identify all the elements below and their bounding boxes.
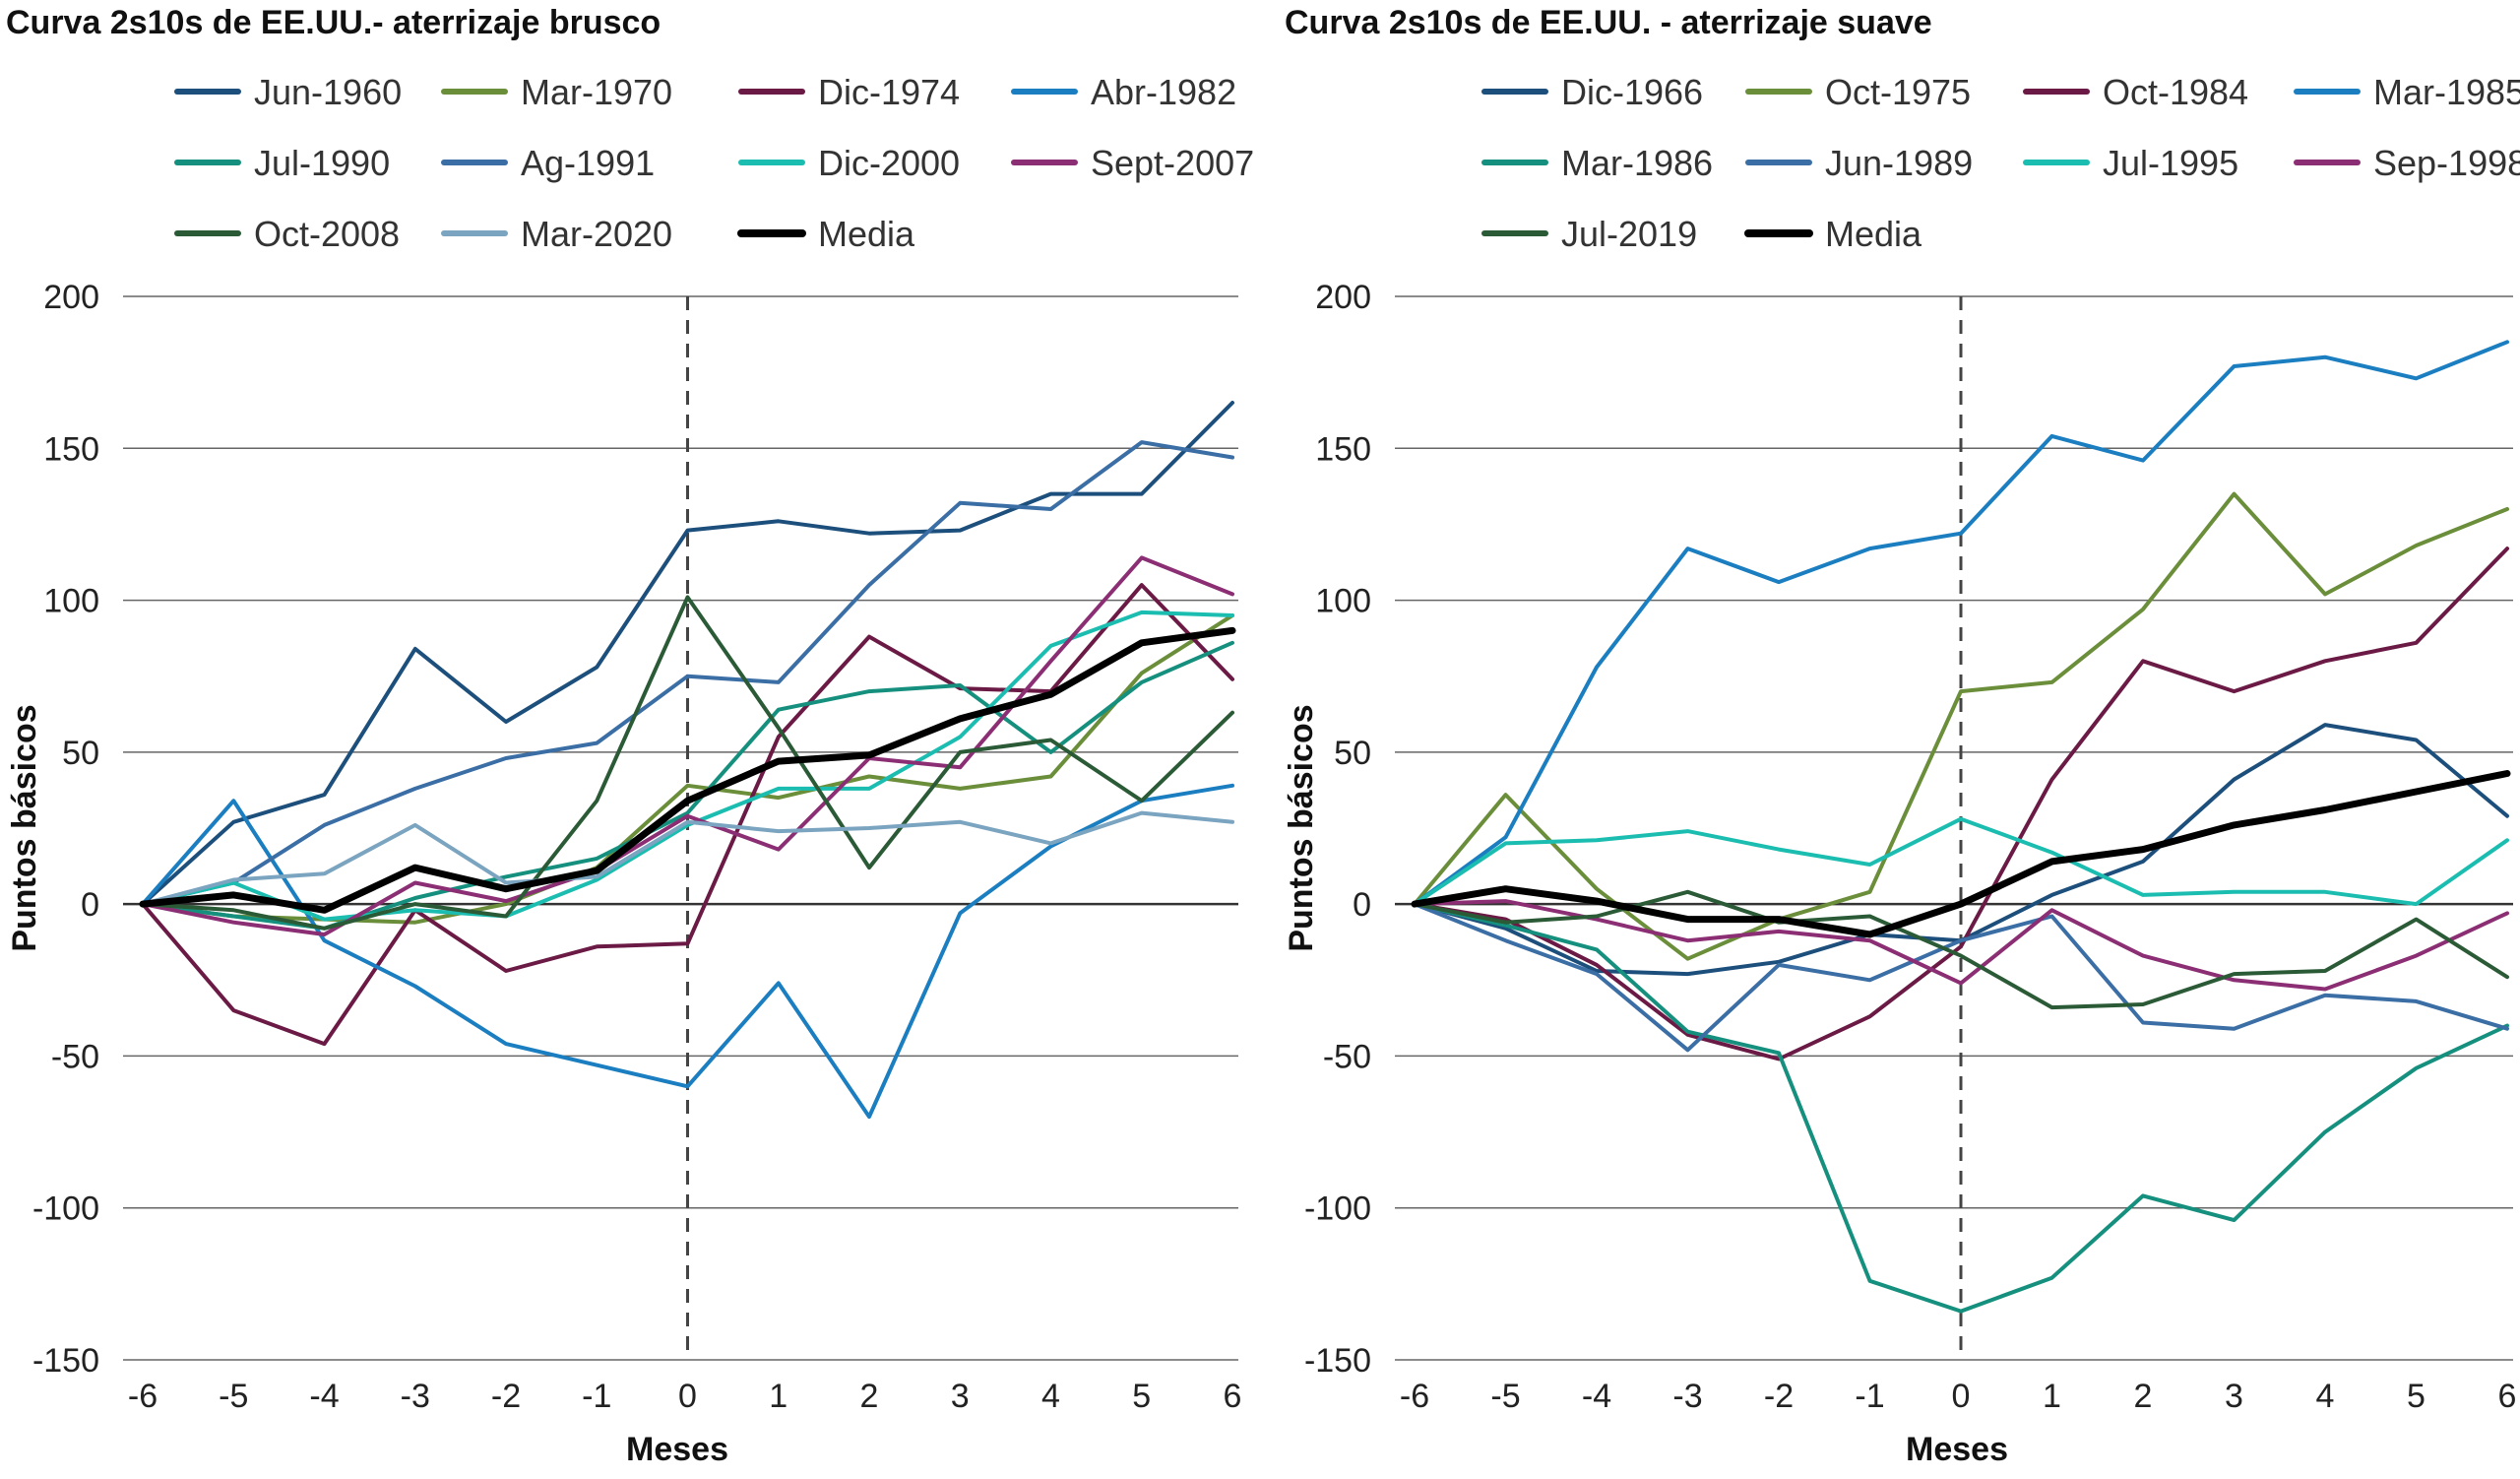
- series-line-ag-1991: [141, 440, 1234, 907]
- series-line-mar-2020: [141, 810, 1234, 907]
- y-tick-label: 50: [62, 735, 99, 772]
- legend-label-ag-1991: Ag-1991: [521, 143, 655, 183]
- gridlines: [1395, 295, 2513, 1361]
- legend-label-media: Media: [818, 214, 915, 254]
- legend-label-jun-1960: Jun-1960: [254, 72, 402, 112]
- x-tick-label: 2: [2134, 1378, 2153, 1415]
- series-line-jul-2019: [1413, 889, 2509, 1010]
- x-tick-label: -5: [219, 1378, 248, 1415]
- legend: Dic-1966 Oct-1975 Oct-1984 Mar-1985 Mar-1986…: [1481, 72, 2520, 254]
- series-line-jun-1989: [1413, 902, 2509, 1053]
- legend-label-oct-1975: Oct-1975: [1825, 72, 1971, 112]
- x-tick-label: -6: [1400, 1378, 1429, 1415]
- legend-label-mar-2020: Mar-2020: [521, 214, 672, 254]
- y-tick-label: -100: [32, 1190, 99, 1228]
- y-axis-title: Puntos básicos: [6, 704, 43, 951]
- panel-hard-landing: Curva 2s10s de EE.UU.- aterrizaje brusco…: [6, 4, 1254, 1468]
- legend-label-jul-1990: Jul-1990: [254, 143, 390, 183]
- y-tick-label: 50: [1334, 735, 1371, 772]
- x-tick-label: 2: [860, 1378, 879, 1415]
- x-tick-label: 0: [1952, 1378, 1971, 1415]
- legend-label-abr-1982: Abr-1982: [1091, 72, 1236, 112]
- series-lines: [139, 401, 1236, 1120]
- y-tick-label: 0: [1353, 886, 1371, 924]
- series-line-sep-1998: [1413, 899, 2509, 992]
- series-line-jun-1960: [141, 401, 1234, 907]
- x-tick-label: -2: [491, 1378, 521, 1415]
- y-tick-label: 100: [43, 583, 99, 620]
- series-line-media: [139, 626, 1236, 914]
- x-tick-label: 6: [2498, 1378, 2517, 1415]
- y-tick-label: -150: [32, 1342, 99, 1380]
- x-tick-label: 3: [2225, 1378, 2243, 1415]
- y-tick-label: -150: [1304, 1342, 1371, 1380]
- series-line-sept-2007: [141, 555, 1234, 936]
- x-tick-label: 4: [1041, 1378, 1060, 1415]
- series-line-dic-2000: [141, 610, 1234, 922]
- legend-label-dic-1966: Dic-1966: [1561, 72, 1703, 112]
- legend-label-mar-1986: Mar-1986: [1561, 143, 1713, 183]
- x-tick-label: -3: [1672, 1378, 1702, 1415]
- x-tick-label: -1: [582, 1378, 611, 1415]
- series-line-media: [1411, 770, 2511, 938]
- y-tick-label: 150: [1315, 430, 1371, 468]
- chart-title-hard-landing: Curva 2s10s de EE.UU.- aterrizaje brusco: [6, 4, 661, 41]
- y-tick-label: -100: [1304, 1190, 1371, 1228]
- legend-label-sep-1998: Sep-1998: [2373, 143, 2520, 183]
- legend-label-oct-1984: Oct-1984: [2103, 72, 2248, 112]
- legend-label-dic-1974: Dic-1974: [818, 72, 960, 112]
- y-tick-label: 0: [81, 886, 99, 924]
- y-tick-label: 100: [1315, 583, 1371, 620]
- x-tick-label: -4: [309, 1378, 339, 1415]
- x-tick-label: 3: [951, 1378, 970, 1415]
- x-tick-label: 1: [2043, 1378, 2061, 1415]
- y-tick-label: 200: [43, 279, 99, 316]
- x-tick-label: -4: [1582, 1378, 1611, 1415]
- y-tick-label: -50: [51, 1038, 99, 1075]
- series-line-mar-1986: [1413, 902, 2509, 1314]
- legend-label-media: Media: [1825, 214, 1922, 254]
- panel-soft-landing: Curva 2s10s de EE.UU. - aterrizaje suave…: [1283, 4, 2520, 1468]
- series-line-oct-1984: [1413, 547, 2509, 1061]
- legend-label-dic-2000: Dic-2000: [818, 143, 960, 183]
- x-tick-label: -3: [401, 1378, 430, 1415]
- x-tick-label: 5: [1132, 1378, 1151, 1415]
- legend: Jun-1960 Mar-1970 Dic-1974 Abr-1982 Jul-1990…: [174, 72, 1254, 254]
- x-tick-label: 0: [678, 1378, 697, 1415]
- series-line-oct-1975: [1413, 491, 2509, 961]
- legend-label-mar-1985: Mar-1985: [2373, 72, 2520, 112]
- x-tick-label: -2: [1764, 1378, 1794, 1415]
- legend-label-sept-2007: Sept-2007: [1091, 143, 1254, 183]
- chart-title-soft-landing: Curva 2s10s de EE.UU. - aterrizaje suave: [1285, 4, 1932, 41]
- y-tick-label: 150: [43, 430, 99, 468]
- y-tick-label: 200: [1315, 279, 1371, 316]
- x-tick-label: 4: [2316, 1378, 2335, 1415]
- x-axis-title: Meses: [626, 1431, 728, 1468]
- legend-label-mar-1970: Mar-1970: [521, 72, 672, 112]
- x-tick-label: -5: [1490, 1378, 1520, 1415]
- series-line-jul-1995: [1413, 816, 2509, 907]
- legend-label-oct-2008: Oct-2008: [254, 214, 400, 254]
- x-axis-title: Meses: [1906, 1431, 2008, 1468]
- y-tick-label: -50: [1323, 1038, 1371, 1075]
- legend-label-jul-2019: Jul-2019: [1561, 214, 1697, 254]
- series-lines: [1411, 340, 2511, 1314]
- series-line-oct-2008: [141, 595, 1234, 931]
- legend-label-jun-1989: Jun-1989: [1825, 143, 1973, 183]
- legend-label-jul-1995: Jul-1995: [2103, 143, 2238, 183]
- x-tick-label: -6: [128, 1378, 158, 1415]
- series-line-abr-1982: [141, 783, 1234, 1120]
- x-tick-label: 5: [2407, 1378, 2426, 1415]
- x-tick-label: 6: [1224, 1378, 1242, 1415]
- x-tick-label: 1: [769, 1378, 788, 1415]
- series-line-mar-1985: [1413, 340, 2509, 907]
- x-tick-label: -1: [1855, 1378, 1884, 1415]
- y-axis-title: Puntos básicos: [1283, 704, 1320, 951]
